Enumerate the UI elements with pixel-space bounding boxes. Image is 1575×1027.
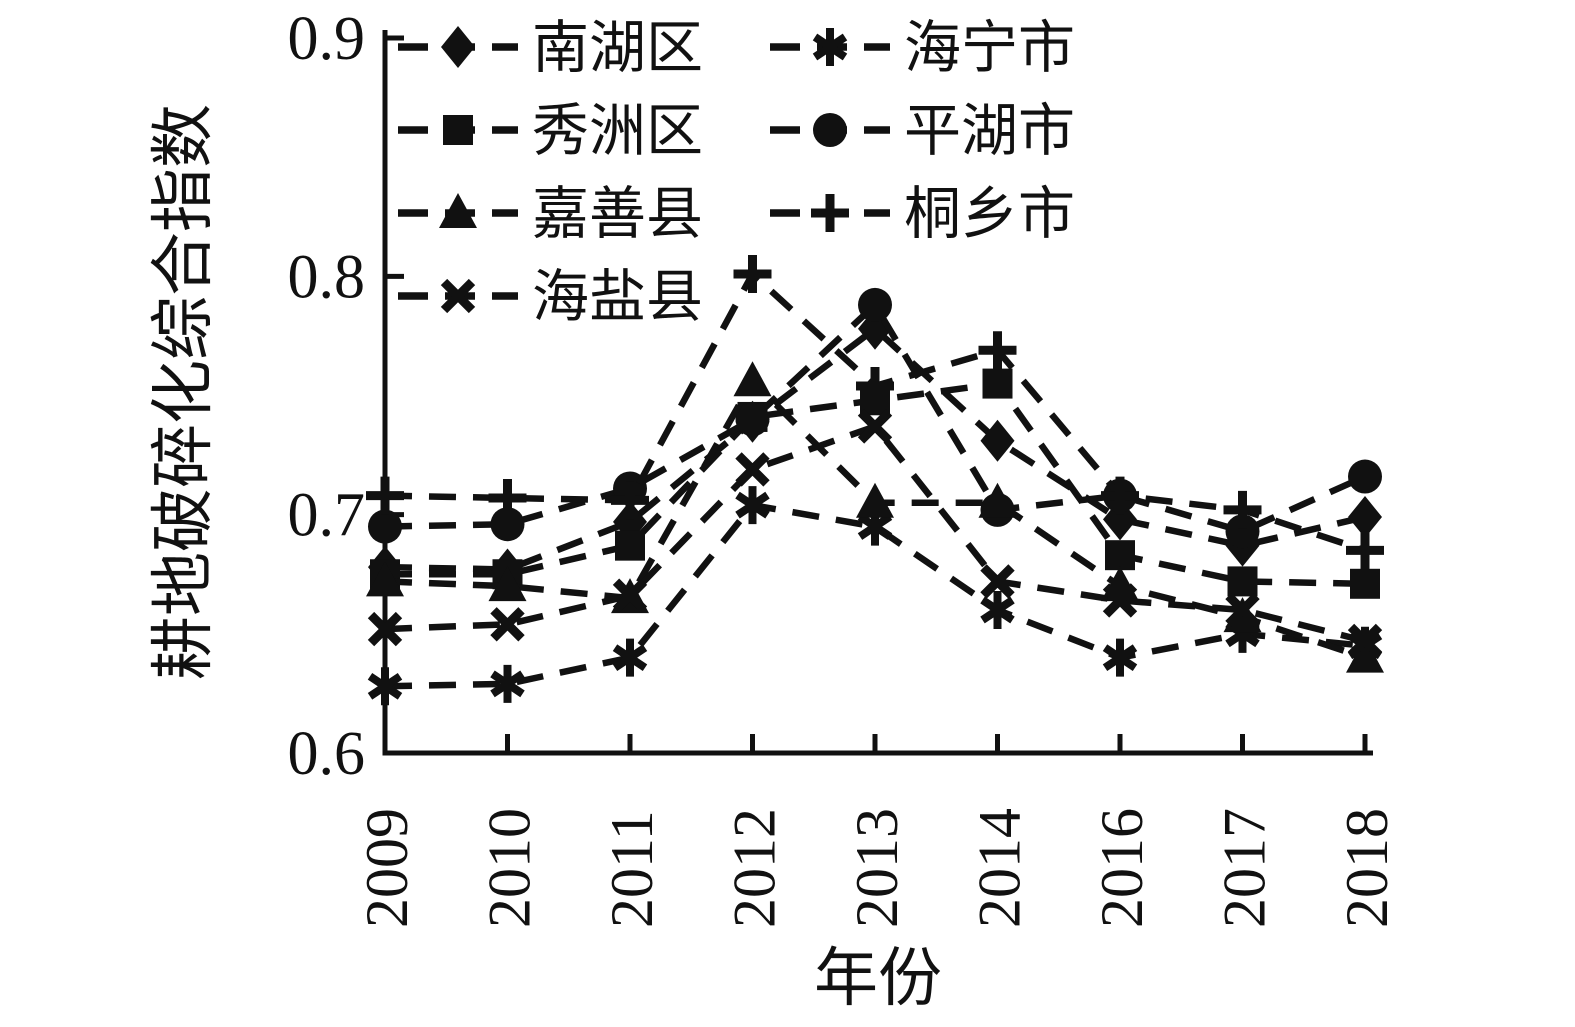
series-海宁市 (367, 486, 1383, 706)
x-tick-label: 2011 (599, 810, 665, 928)
legend-item-平湖市: 平湖市 (770, 100, 1075, 163)
square-marker-icon (1227, 566, 1258, 597)
x-tick-label: 2009 (354, 808, 420, 928)
square-marker-icon (443, 115, 473, 145)
y-tick-label: 0.8 (288, 243, 366, 311)
x-axis-title: 年份 (814, 943, 942, 1014)
y-axis-title: 耕地破碎化综合指数 (148, 104, 219, 680)
x-marker-icon (735, 452, 770, 487)
circle-marker-icon (1348, 459, 1382, 494)
legend-label: 海盐县 (532, 266, 703, 329)
series-海盐县 (367, 409, 1383, 659)
x-tick-label: 2014 (967, 808, 1033, 928)
triangle-marker-icon (978, 482, 1017, 518)
series-南湖区 (368, 307, 1382, 591)
legend-item-嘉善县: 嘉善县 (398, 183, 703, 246)
diamond-marker-icon (1348, 496, 1382, 539)
plus-marker-icon (1346, 531, 1384, 570)
circle-marker-icon (368, 509, 402, 544)
x-marker-icon (1225, 592, 1260, 628)
legend-item-南湖区: 南湖区 (398, 17, 703, 80)
x-tick-label: 2016 (1089, 808, 1155, 928)
asterisk-marker-icon (490, 664, 525, 703)
legend-label: 南湖区 (532, 17, 703, 80)
legend-label: 平湖市 (904, 100, 1075, 163)
triangle-marker-icon (439, 193, 477, 228)
asterisk-marker-icon (612, 638, 648, 677)
legend-label: 桐乡市 (904, 183, 1075, 246)
plus-marker-icon (488, 478, 527, 517)
plus-marker-icon (811, 194, 849, 232)
series-嘉善县 (366, 361, 1384, 673)
x-marker-icon (857, 409, 893, 444)
asterisk-marker-icon (980, 591, 1015, 629)
triangle-marker-icon (856, 482, 894, 518)
triangle-marker-icon (488, 566, 527, 602)
legend-item-海盐县: 海盐县 (398, 266, 703, 329)
square-marker-icon (1105, 540, 1135, 571)
circle-marker-icon (735, 402, 770, 437)
legend-label: 海宁市 (904, 17, 1075, 80)
x-marker-icon (490, 607, 525, 642)
legend-item-桐乡市: 桐乡市 (770, 183, 1075, 246)
diamond-marker-icon (980, 419, 1015, 462)
y-tick-label: 0.9 (288, 5, 366, 73)
circle-marker-icon (1225, 514, 1260, 549)
x-tick-label: 2012 (722, 808, 788, 928)
y-tick-label: 0.7 (288, 482, 366, 550)
x-marker-icon (612, 578, 648, 613)
asterisk-marker-icon (735, 486, 770, 525)
series-桐乡市 (366, 254, 1384, 570)
diamond-marker-icon (441, 26, 475, 68)
triangle-marker-icon (366, 561, 404, 597)
series-line (384, 501, 1366, 690)
legend-item-秀洲区: 秀洲区 (398, 100, 703, 163)
x-marker-icon (367, 611, 403, 647)
circle-marker-icon (858, 287, 892, 322)
legend-label: 秀洲区 (532, 100, 703, 163)
plus-marker-icon (733, 254, 772, 293)
x-tick-label: 2018 (1334, 808, 1400, 928)
plus-marker-icon (1223, 490, 1262, 529)
x-marker-icon (1102, 583, 1138, 618)
diamond-marker-icon (1103, 498, 1137, 541)
plus-marker-icon (366, 476, 404, 515)
plus-marker-icon (1101, 476, 1139, 515)
x-marker-icon (440, 278, 476, 314)
square-marker-icon (1350, 568, 1380, 599)
x-tick-label: 2017 (1212, 808, 1278, 928)
circle-marker-icon (490, 507, 525, 542)
asterisk-marker-icon (367, 667, 403, 706)
asterisk-marker-icon (812, 28, 848, 66)
square-marker-icon (615, 530, 645, 561)
triangle-marker-icon (1346, 637, 1384, 673)
x-tick-label: 2010 (477, 808, 543, 928)
x-tick-label: 2013 (844, 808, 910, 928)
asterisk-marker-icon (1102, 638, 1138, 677)
axes: 0.6 0.7 0.8 0.9 2009 2010 2011 2012 2013 2014 2016… (288, 5, 1401, 928)
plus-marker-icon (978, 331, 1017, 370)
triangle-marker-icon (733, 361, 772, 397)
square-marker-icon (982, 368, 1013, 399)
x-marker-icon (980, 564, 1015, 599)
x-marker-icon (1347, 623, 1383, 659)
circle-marker-icon (813, 113, 847, 147)
legend-item-海宁市: 海宁市 (770, 17, 1075, 80)
plus-marker-icon (611, 481, 649, 520)
plus-marker-icon (856, 366, 894, 405)
legend-label: 嘉善县 (532, 183, 703, 246)
y-tick-label: 0.6 (288, 720, 366, 788)
